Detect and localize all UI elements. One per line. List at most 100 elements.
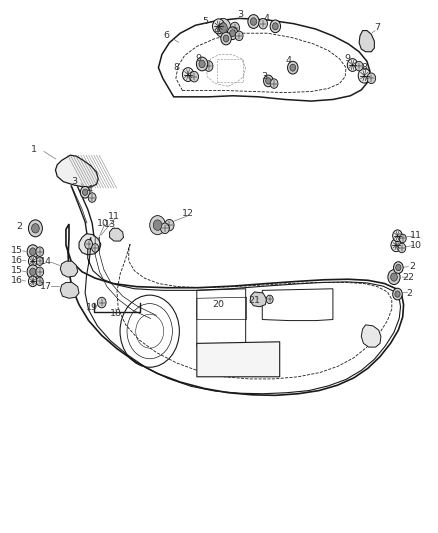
- Text: 10: 10: [96, 219, 108, 228]
- Circle shape: [265, 78, 270, 84]
- Text: 4: 4: [285, 56, 291, 65]
- Circle shape: [36, 267, 44, 277]
- Circle shape: [395, 264, 400, 271]
- Circle shape: [149, 216, 165, 235]
- Polygon shape: [358, 30, 374, 52]
- Circle shape: [28, 220, 42, 237]
- Circle shape: [230, 22, 239, 34]
- Text: 7: 7: [374, 23, 380, 33]
- Text: 1: 1: [31, 146, 37, 155]
- Text: 17: 17: [40, 282, 52, 291]
- Circle shape: [36, 257, 43, 265]
- Circle shape: [227, 27, 237, 39]
- Circle shape: [97, 297, 106, 308]
- Circle shape: [32, 224, 39, 233]
- Polygon shape: [60, 261, 78, 277]
- Circle shape: [164, 220, 173, 231]
- Text: 6: 6: [163, 31, 169, 41]
- Text: 20: 20: [212, 300, 224, 309]
- Circle shape: [182, 68, 193, 82]
- Circle shape: [218, 22, 227, 33]
- Circle shape: [223, 35, 228, 42]
- Circle shape: [392, 288, 401, 300]
- Circle shape: [196, 57, 207, 71]
- Circle shape: [212, 19, 224, 34]
- Text: 9: 9: [195, 54, 201, 63]
- Circle shape: [357, 68, 370, 83]
- Text: 4: 4: [86, 185, 92, 194]
- Circle shape: [287, 61, 297, 74]
- Circle shape: [263, 75, 272, 87]
- Circle shape: [265, 295, 272, 304]
- Circle shape: [397, 243, 405, 253]
- Circle shape: [269, 79, 277, 88]
- Text: 2: 2: [17, 222, 23, 231]
- Polygon shape: [79, 233, 101, 255]
- Text: 8: 8: [173, 63, 179, 72]
- Circle shape: [289, 64, 295, 71]
- Circle shape: [88, 193, 96, 203]
- Polygon shape: [196, 342, 279, 377]
- Circle shape: [392, 230, 401, 241]
- Circle shape: [346, 59, 357, 71]
- Text: 11: 11: [409, 231, 421, 240]
- Text: 5: 5: [202, 17, 208, 26]
- Circle shape: [229, 30, 235, 37]
- Circle shape: [36, 247, 44, 256]
- Circle shape: [394, 291, 399, 297]
- Circle shape: [390, 273, 396, 281]
- Circle shape: [258, 18, 267, 29]
- Text: 21: 21: [248, 296, 260, 305]
- Circle shape: [235, 31, 243, 41]
- Text: 2: 2: [405, 288, 411, 297]
- Circle shape: [247, 14, 258, 28]
- Polygon shape: [55, 155, 98, 187]
- Text: 8: 8: [360, 63, 367, 72]
- Text: 13: 13: [103, 220, 115, 229]
- Polygon shape: [110, 228, 123, 241]
- Circle shape: [36, 277, 43, 286]
- Polygon shape: [360, 325, 380, 347]
- Circle shape: [92, 244, 99, 252]
- Circle shape: [189, 71, 198, 82]
- Circle shape: [153, 220, 162, 230]
- Text: 22: 22: [401, 272, 413, 281]
- Circle shape: [198, 60, 205, 68]
- Text: 3: 3: [237, 10, 243, 19]
- Circle shape: [269, 20, 280, 33]
- Text: 12: 12: [182, 209, 194, 218]
- Circle shape: [250, 18, 256, 26]
- Polygon shape: [250, 292, 266, 307]
- Circle shape: [30, 268, 36, 276]
- Circle shape: [390, 239, 400, 252]
- Text: 14: 14: [40, 257, 52, 265]
- Text: 18: 18: [110, 309, 121, 318]
- Circle shape: [392, 262, 402, 273]
- Text: 15: 15: [11, 266, 23, 275]
- Text: 4: 4: [263, 14, 269, 23]
- Circle shape: [204, 61, 212, 71]
- Circle shape: [28, 256, 37, 266]
- Circle shape: [366, 73, 375, 84]
- Text: 15: 15: [11, 246, 23, 255]
- Circle shape: [28, 276, 37, 287]
- Circle shape: [354, 61, 362, 71]
- Text: 4: 4: [212, 26, 219, 35]
- Text: 3: 3: [71, 177, 78, 186]
- Circle shape: [160, 223, 169, 233]
- Circle shape: [30, 248, 36, 255]
- Text: 16: 16: [11, 276, 23, 285]
- Text: 9: 9: [343, 54, 349, 63]
- Circle shape: [220, 32, 231, 45]
- Circle shape: [27, 245, 39, 259]
- Circle shape: [272, 23, 278, 30]
- Text: 11: 11: [108, 212, 120, 221]
- Circle shape: [85, 239, 92, 249]
- Text: 10: 10: [409, 241, 421, 250]
- Circle shape: [215, 18, 230, 37]
- Text: 3: 3: [260, 72, 266, 81]
- Circle shape: [27, 265, 39, 279]
- Polygon shape: [60, 282, 79, 298]
- Circle shape: [80, 187, 90, 198]
- Circle shape: [82, 189, 88, 196]
